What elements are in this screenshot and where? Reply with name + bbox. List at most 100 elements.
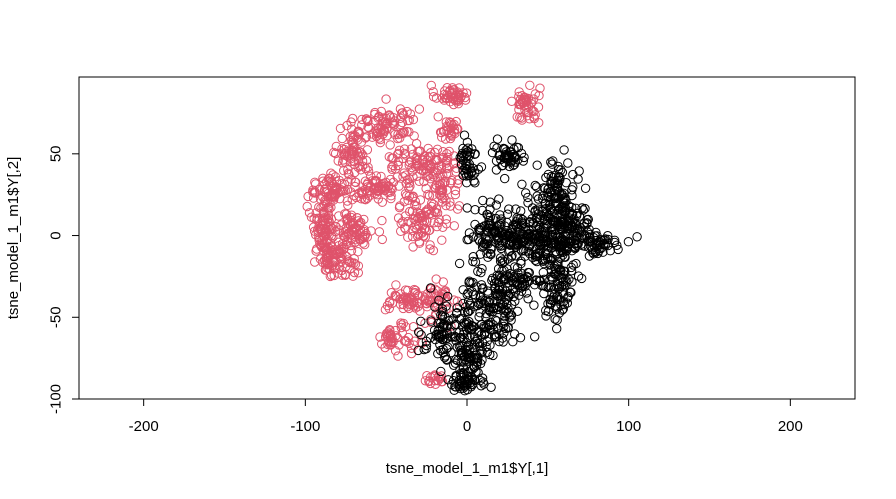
data-point	[494, 232, 504, 242]
data-point	[346, 154, 356, 164]
data-point	[483, 252, 493, 262]
data-point	[561, 196, 571, 206]
data-point	[330, 148, 341, 159]
data-point	[432, 172, 442, 183]
data-point	[540, 226, 550, 237]
data-point	[388, 336, 398, 347]
data-point	[552, 280, 563, 290]
data-point	[580, 183, 591, 194]
data-point	[552, 182, 563, 193]
data-point	[545, 229, 555, 240]
data-point	[374, 227, 385, 237]
data-point	[344, 256, 355, 267]
data-point	[438, 171, 448, 181]
data-point	[384, 303, 394, 314]
data-point	[513, 214, 523, 224]
data-point	[574, 166, 584, 176]
data-point	[335, 253, 345, 263]
data-point	[493, 322, 504, 333]
data-point	[504, 204, 514, 214]
data-point	[467, 374, 478, 385]
data-point	[341, 226, 351, 236]
data-point	[402, 302, 413, 312]
data-point	[382, 300, 393, 311]
data-point	[489, 141, 499, 152]
data-point	[384, 152, 394, 162]
data-point	[413, 229, 424, 240]
y-tick-label: 50	[48, 145, 65, 162]
data-point	[476, 345, 486, 355]
data-point	[470, 257, 481, 267]
data-point	[453, 179, 463, 189]
data-point	[559, 266, 569, 276]
data-point	[479, 328, 490, 338]
data-point	[578, 205, 588, 215]
data-point	[525, 80, 535, 91]
y-tick-label: -100	[48, 384, 65, 414]
data-point	[558, 250, 568, 260]
data-point	[462, 307, 473, 317]
data-point	[465, 300, 475, 310]
data-point	[481, 342, 491, 352]
data-point	[413, 213, 423, 224]
data-point	[426, 316, 436, 326]
data-point	[461, 148, 471, 158]
data-point	[341, 209, 352, 219]
data-point	[468, 252, 478, 262]
data-point	[545, 259, 555, 269]
data-point	[512, 239, 523, 250]
data-point	[363, 166, 374, 176]
data-point	[438, 344, 448, 355]
data-point	[371, 176, 382, 186]
data-point	[388, 177, 399, 188]
data-point	[567, 209, 578, 220]
data-point	[426, 80, 436, 91]
data-point	[390, 346, 401, 356]
data-point	[412, 224, 422, 235]
data-point	[352, 229, 362, 239]
data-point	[563, 158, 573, 168]
data-point	[563, 291, 573, 302]
data-point	[393, 160, 403, 171]
data-point	[318, 201, 328, 212]
data-point	[483, 226, 493, 237]
data-point	[379, 113, 389, 123]
data-point	[449, 320, 460, 330]
data-point	[503, 290, 513, 300]
data-point	[375, 134, 385, 145]
data-point	[329, 147, 339, 158]
data-point	[321, 226, 331, 236]
data-point	[512, 263, 523, 273]
data-point	[556, 165, 566, 175]
data-point	[577, 203, 587, 213]
data-point	[560, 252, 570, 262]
data-point	[600, 234, 610, 244]
data-point	[463, 296, 474, 306]
data-point	[318, 192, 328, 202]
data-point	[488, 350, 498, 361]
data-point	[546, 157, 556, 167]
data-point	[311, 230, 321, 240]
data-point	[523, 267, 533, 278]
data-point	[548, 173, 558, 183]
data-point	[548, 229, 558, 240]
data-point	[476, 162, 487, 172]
data-point	[404, 115, 414, 126]
data-point	[316, 203, 326, 213]
data-point	[440, 286, 450, 296]
data-point	[522, 277, 532, 287]
data-point	[524, 217, 535, 227]
data-point	[523, 294, 533, 304]
data-point	[437, 376, 448, 387]
data-point	[447, 131, 457, 141]
data-point	[425, 283, 436, 293]
data-point	[414, 327, 424, 337]
data-point	[429, 325, 440, 335]
data-point	[323, 258, 333, 268]
data-point	[532, 160, 542, 170]
data-point	[452, 296, 463, 306]
data-point	[494, 194, 504, 204]
data-point	[370, 176, 380, 187]
data-point	[331, 182, 341, 192]
data-point	[596, 243, 606, 253]
